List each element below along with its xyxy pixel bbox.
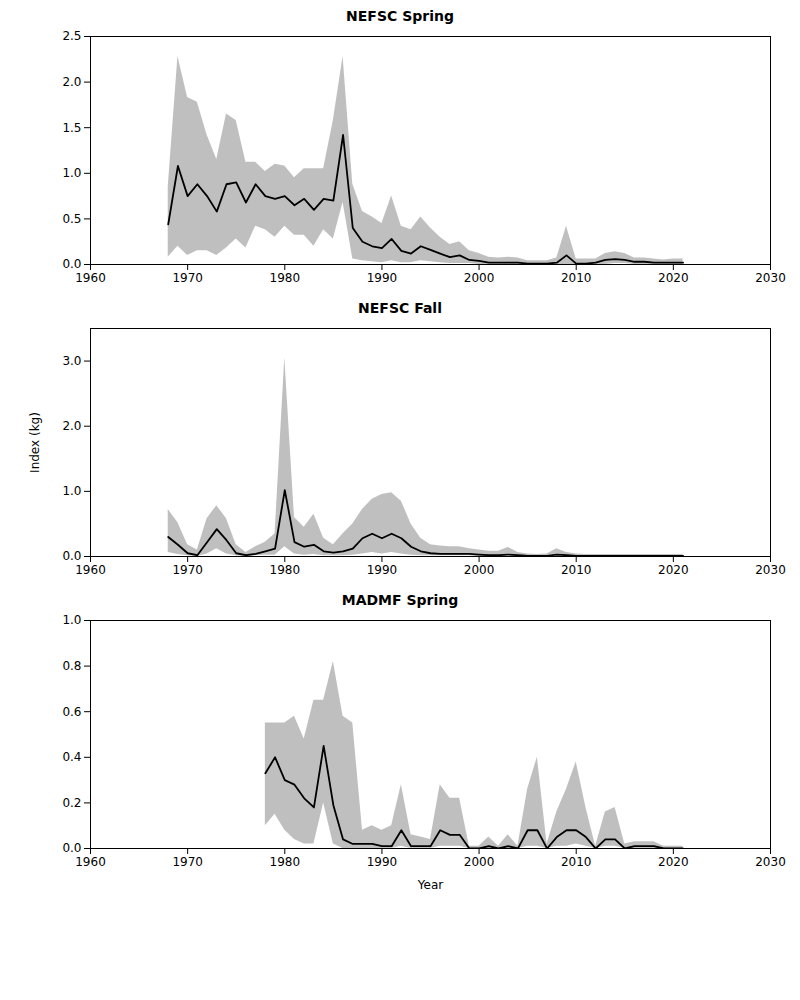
svg-text:0.0: 0.0	[62, 841, 81, 855]
html-text:NEFSC Spring: NEFSC Spring	[346, 8, 454, 24]
svg-text:1.0: 1.0	[62, 613, 81, 627]
svg-text:Year: Year	[417, 878, 443, 892]
svg-text:2020: 2020	[658, 855, 689, 869]
svg-text:1.0: 1.0	[62, 166, 81, 180]
svg-text:1970: 1970	[172, 271, 203, 285]
svg-text:2.5: 2.5	[62, 29, 81, 43]
svg-text:0.4: 0.4	[62, 750, 81, 764]
svg-text:1.5: 1.5	[62, 121, 81, 135]
svg-text:2.0: 2.0	[62, 419, 81, 433]
svg-text:2020: 2020	[658, 563, 689, 577]
svg-text:2020: 2020	[658, 271, 689, 285]
svg-text:1970: 1970	[172, 855, 203, 869]
svg-text:1980: 1980	[270, 855, 301, 869]
svg-text:0.8: 0.8	[62, 659, 81, 673]
svg-text:2010: 2010	[561, 271, 592, 285]
svg-text:1970: 1970	[172, 563, 203, 577]
svg-text:0.0: 0.0	[62, 257, 81, 271]
svg-text:1960: 1960	[75, 563, 106, 577]
svg-text:2.0: 2.0	[62, 75, 81, 89]
svg-text:0.0: 0.0	[62, 549, 81, 563]
svg-text:1980: 1980	[270, 271, 301, 285]
svg-text:0.5: 0.5	[62, 212, 81, 226]
svg-text:1990: 1990	[367, 271, 398, 285]
svg-text:1960: 1960	[75, 271, 106, 285]
svg-text:0.2: 0.2	[62, 796, 81, 810]
svg-text:1.0: 1.0	[62, 484, 81, 498]
svg-text:1990: 1990	[367, 855, 398, 869]
svg-text:0.6: 0.6	[62, 705, 81, 719]
svg-text:3.0: 3.0	[62, 354, 81, 368]
html-text:MADMF Spring: MADMF Spring	[341, 592, 459, 608]
svg-text:1980: 1980	[270, 563, 301, 577]
svg-text:2030: 2030	[755, 271, 786, 285]
html-text:NEFSC Fall: NEFSC Fall	[358, 300, 442, 316]
svg-text:1960: 1960	[75, 855, 106, 869]
svg-text:2000: 2000	[464, 563, 495, 577]
svg-text:2030: 2030	[755, 563, 786, 577]
svg-text:2000: 2000	[464, 855, 495, 869]
svg-text:2010: 2010	[561, 855, 592, 869]
svg-text:2030: 2030	[755, 855, 786, 869]
svg-text:2010: 2010	[561, 563, 592, 577]
svg-text:Index (kg): Index (kg)	[28, 412, 42, 473]
svg-text:2000: 2000	[464, 271, 495, 285]
svg-text:1990: 1990	[367, 563, 398, 577]
